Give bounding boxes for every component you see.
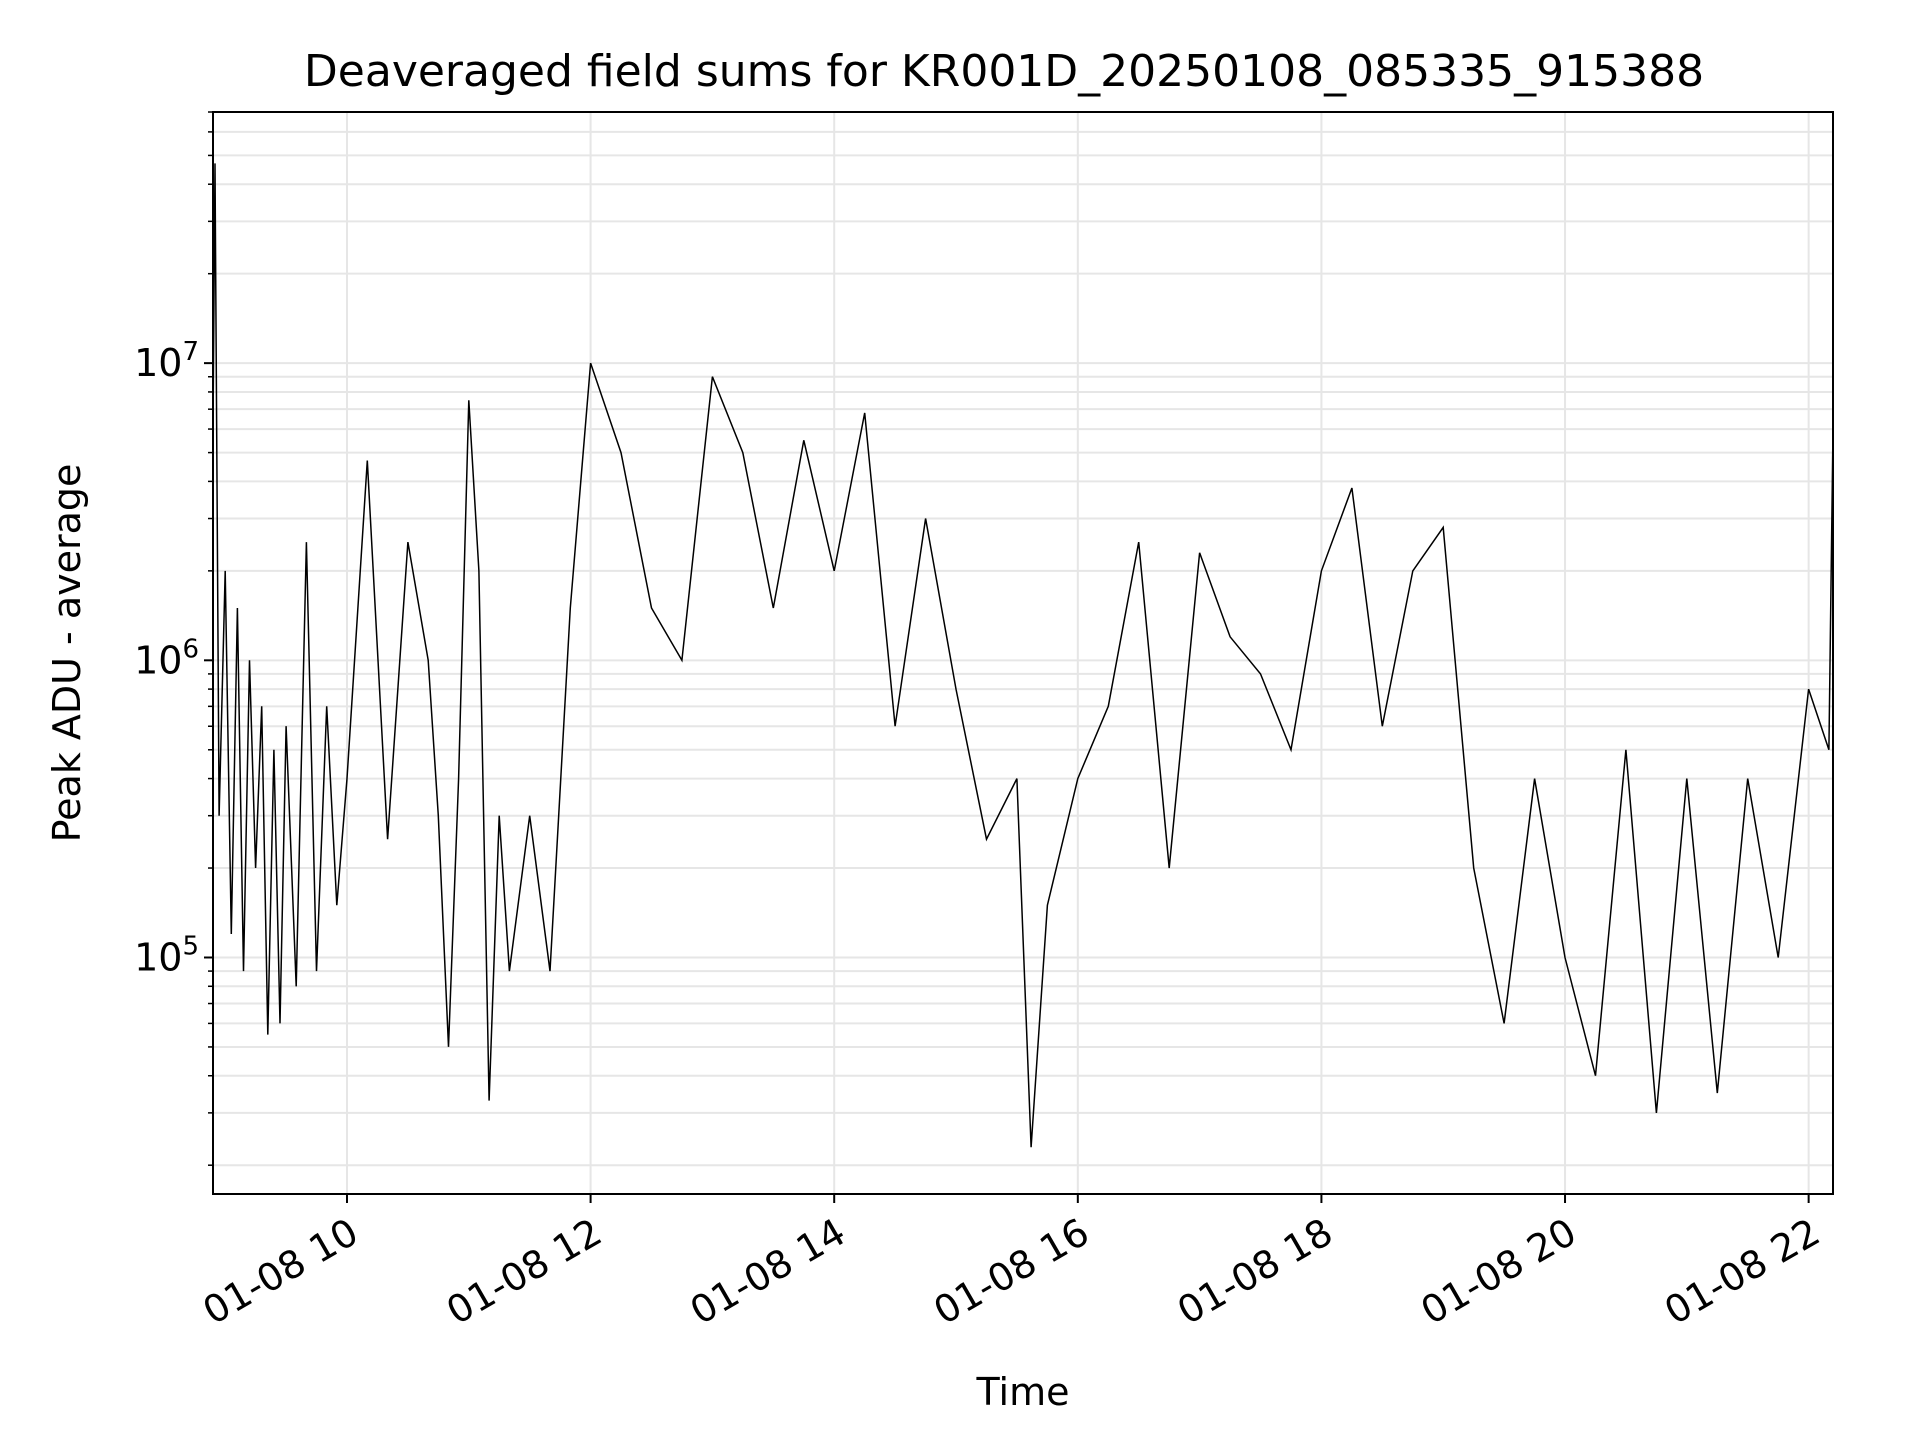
y-tick-label: 107	[134, 337, 199, 385]
data-layer	[212, 163, 1834, 1148]
chart-title: Deaveraged field sums for KR001D_2025010…	[304, 46, 1704, 97]
x-axis-label: Time	[976, 1370, 1070, 1414]
series-line	[212, 163, 1834, 1148]
y-tick-label: 106	[134, 634, 199, 682]
y-axis-label: Peak ADU - average	[45, 464, 89, 843]
plot-frame	[212, 111, 1834, 1195]
y-tick-label: 105	[134, 931, 199, 979]
